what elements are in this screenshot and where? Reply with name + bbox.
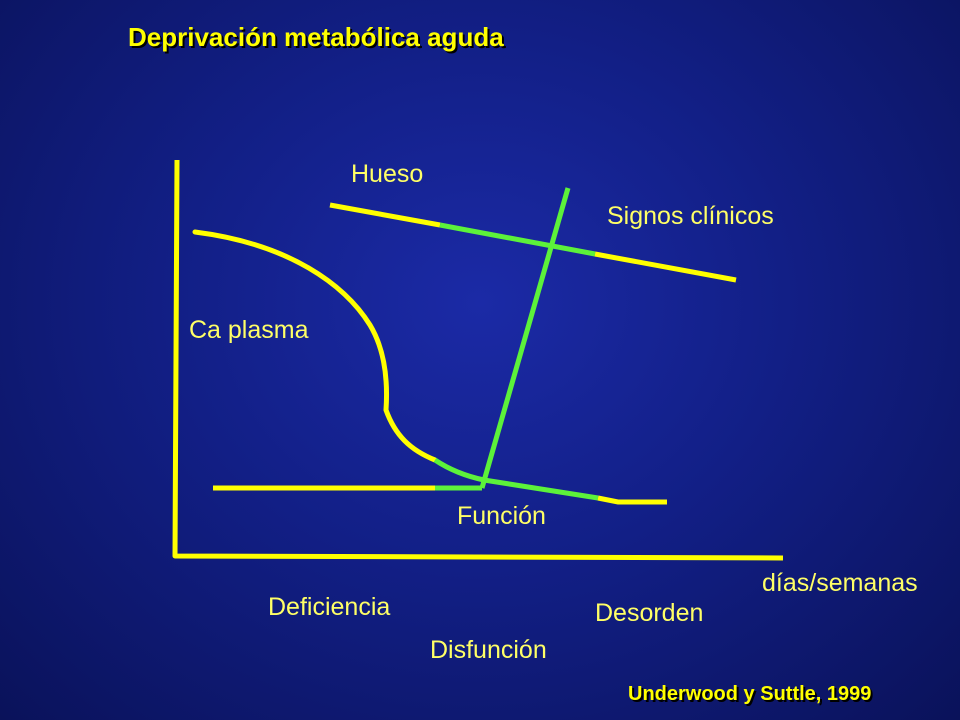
hueso-line-yellow-left bbox=[329, 202, 441, 228]
credit-citation: Underwood y Suttle, 1999 bbox=[628, 683, 872, 705]
ca-plasma-curve bbox=[192, 229, 438, 463]
ca-plasma-tail bbox=[597, 495, 667, 505]
label-disfuncion: Disfunción bbox=[430, 636, 547, 664]
label-hueso: Hueso bbox=[351, 160, 424, 188]
signos-line bbox=[479, 187, 571, 489]
axis-label-dias-semanas: días/semanas bbox=[762, 569, 918, 597]
label-deficiencia: Deficiencia bbox=[268, 593, 391, 621]
label-ca-plasma: Ca plasma bbox=[189, 316, 309, 344]
hueso-line-green bbox=[439, 222, 596, 257]
ca-plasma-curve-green bbox=[433, 457, 599, 501]
axes bbox=[172, 159, 784, 561]
slide-title: Deprivación metabólica aguda bbox=[128, 22, 504, 52]
label-desorden: Desorden bbox=[595, 599, 704, 627]
label-funcion: Función bbox=[457, 502, 546, 530]
hueso-line-yellow-right bbox=[594, 251, 737, 283]
label-signos-clinicos: Signos clínicos bbox=[607, 202, 774, 230]
